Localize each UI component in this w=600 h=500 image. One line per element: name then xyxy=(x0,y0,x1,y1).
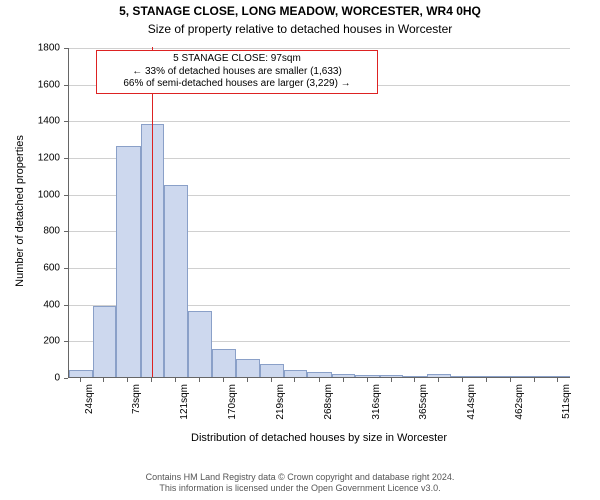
y-tick-mark xyxy=(64,158,68,159)
y-tick-mark xyxy=(64,378,68,379)
x-tick-mark xyxy=(271,378,272,382)
histogram-bar xyxy=(380,375,404,377)
histogram-bar xyxy=(188,311,213,377)
y-tick-mark xyxy=(64,268,68,269)
grid-line xyxy=(69,121,570,122)
y-tick-label: 800 xyxy=(22,226,60,237)
histogram-bar xyxy=(284,370,308,377)
annotation-box: 5 STANAGE CLOSE: 97sqm← 33% of detached … xyxy=(96,50,378,94)
y-tick-mark xyxy=(64,85,68,86)
y-tick-mark xyxy=(64,305,68,306)
histogram-bar xyxy=(332,374,356,377)
y-tick-label: 1400 xyxy=(22,116,60,127)
y-tick-label: 600 xyxy=(22,263,60,274)
plot-area xyxy=(68,48,570,378)
x-tick-mark xyxy=(223,378,224,382)
x-tick-mark xyxy=(127,378,128,382)
x-tick-label: 316sqm xyxy=(371,384,382,420)
histogram-bar xyxy=(355,375,380,377)
histogram-bar xyxy=(212,349,236,377)
x-tick-mark xyxy=(199,378,200,382)
x-tick-label: 24sqm xyxy=(84,384,95,414)
histogram-bar xyxy=(116,146,141,377)
x-tick-mark xyxy=(438,378,439,382)
footer-line-1: Contains HM Land Registry data © Crown c… xyxy=(0,472,600,483)
histogram-bar xyxy=(427,374,452,377)
y-tick-label: 1600 xyxy=(22,79,60,90)
x-tick-mark xyxy=(80,378,81,382)
footer-line-2: This information is licensed under the O… xyxy=(0,483,600,494)
histogram-bar xyxy=(546,376,570,377)
y-tick-mark xyxy=(64,195,68,196)
y-tick-mark xyxy=(64,121,68,122)
footer-credits: Contains HM Land Registry data © Crown c… xyxy=(0,472,600,494)
x-tick-mark xyxy=(294,378,295,382)
histogram-bar xyxy=(69,370,93,377)
y-tick-mark xyxy=(64,231,68,232)
x-tick-mark xyxy=(534,378,535,382)
histogram-bar xyxy=(236,359,261,377)
y-tick-mark xyxy=(64,341,68,342)
y-tick-label: 1800 xyxy=(22,43,60,54)
annotation-line: 66% of semi-detached houses are larger (… xyxy=(101,78,373,91)
x-tick-label: 414sqm xyxy=(466,384,477,420)
histogram-bar xyxy=(498,376,523,377)
y-tick-label: 0 xyxy=(22,373,60,384)
x-tick-label: 170sqm xyxy=(227,384,238,420)
y-tick-label: 400 xyxy=(22,299,60,310)
x-tick-mark xyxy=(367,378,368,382)
x-tick-label: 73sqm xyxy=(131,384,142,414)
annotation-line: ← 33% of detached houses are smaller (1,… xyxy=(101,66,373,79)
x-tick-label: 511sqm xyxy=(561,384,572,419)
y-tick-label: 1200 xyxy=(22,153,60,164)
x-tick-label: 219sqm xyxy=(275,384,286,420)
x-tick-label: 268sqm xyxy=(323,384,334,420)
x-tick-mark xyxy=(557,378,558,382)
figure-container: 5, STANAGE CLOSE, LONG MEADOW, WORCESTER… xyxy=(0,0,600,500)
x-tick-mark xyxy=(319,378,320,382)
x-tick-mark xyxy=(103,378,104,382)
x-tick-mark xyxy=(175,378,176,382)
x-tick-mark xyxy=(510,378,511,382)
x-tick-mark xyxy=(486,378,487,382)
y-tick-mark xyxy=(64,48,68,49)
histogram-bar xyxy=(260,364,284,377)
histogram-bar xyxy=(93,306,117,378)
histogram-bar xyxy=(307,372,332,377)
x-tick-mark xyxy=(462,378,463,382)
histogram-bar xyxy=(164,185,188,378)
histogram-bar xyxy=(403,376,427,377)
y-tick-label: 1000 xyxy=(22,189,60,200)
reference-line xyxy=(152,47,153,377)
histogram-bar xyxy=(523,376,547,377)
x-axis-label: Distribution of detached houses by size … xyxy=(68,432,570,444)
x-tick-label: 462sqm xyxy=(514,384,525,420)
x-tick-mark xyxy=(391,378,392,382)
annotation-line: 5 STANAGE CLOSE: 97sqm xyxy=(101,53,373,66)
y-tick-label: 200 xyxy=(22,336,60,347)
x-tick-label: 365sqm xyxy=(418,384,429,420)
histogram-bar xyxy=(475,376,499,377)
histogram-bar xyxy=(451,376,475,377)
x-tick-mark xyxy=(414,378,415,382)
x-tick-label: 121sqm xyxy=(179,384,190,420)
x-tick-mark xyxy=(151,378,152,382)
x-tick-mark xyxy=(343,378,344,382)
x-tick-mark xyxy=(247,378,248,382)
grid-line xyxy=(69,48,570,49)
